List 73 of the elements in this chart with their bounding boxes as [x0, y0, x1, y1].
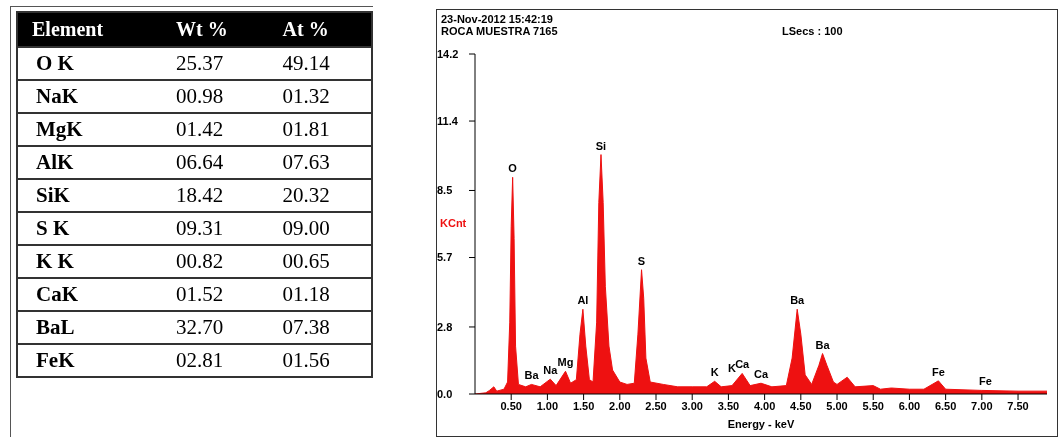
data-label: 09.31 [164, 212, 271, 245]
x-tick-label: 0.50 [500, 399, 522, 412]
y-tick-label: 14.2 [437, 47, 459, 60]
x-tick-label: 7.50 [1007, 399, 1029, 412]
x-tick-label: 2.00 [609, 399, 631, 412]
category-label: BaL [17, 311, 164, 344]
data-label: 01.42 [164, 113, 271, 146]
y-tick-label: 5.7 [437, 251, 453, 264]
annotation: Mg [557, 356, 574, 369]
data-label: 00.98 [164, 80, 271, 113]
annotation: Ca [753, 368, 769, 381]
data-label: 00.65 [270, 245, 372, 278]
x-tick-label: 3.00 [681, 399, 703, 412]
annotation: Ba [790, 294, 806, 307]
category-label: CaK [17, 278, 164, 311]
text: LSecs : 100 [782, 25, 843, 37]
category-label: AlK [17, 146, 164, 179]
x-tick-label: 7.00 [971, 399, 993, 412]
category-label: O K [17, 47, 164, 80]
x-tick-label: 6.00 [898, 399, 921, 412]
annotation: S [637, 254, 646, 267]
y-tick-label: 2.8 [437, 320, 453, 333]
x-tick-label: 5.00 [826, 399, 848, 412]
data-label: 18.42 [164, 179, 271, 212]
data-label: 01.56 [270, 344, 372, 377]
category-label: MgK [17, 113, 164, 146]
annotation: Na [543, 364, 559, 377]
data-label: 01.32 [270, 80, 372, 113]
data-label: 09.00 [270, 212, 372, 245]
x-tick-label: 6.50 [934, 399, 957, 412]
data-label: 02.81 [164, 344, 271, 377]
x-tick-label: 4.00 [753, 399, 776, 412]
category-label: FeK [17, 344, 164, 377]
data-label: 25.37 [164, 47, 271, 80]
text: Wt % [164, 12, 271, 47]
annotation: O [508, 162, 518, 175]
annotation: Al [577, 294, 589, 307]
x-tick-label: 1.00 [536, 399, 559, 412]
data-label: 06.64 [164, 146, 271, 179]
annotation: K [710, 366, 719, 379]
annotation: Si [595, 139, 607, 152]
data-label: 00.82 [164, 245, 271, 278]
y-tick-label: 8.5 [437, 184, 453, 197]
y-tick-label: 0.0 [437, 387, 453, 400]
category-label: NaK [17, 80, 164, 113]
text: Element [17, 12, 164, 47]
data-label: 01.52 [164, 278, 271, 311]
x-axis-title: Energy - keV [727, 418, 795, 430]
data-label: 20.32 [270, 179, 372, 212]
chart-subtitle: ROCA MUESTRA 7165 [441, 25, 558, 37]
data-label: 07.38 [270, 311, 372, 344]
text: At % [270, 12, 372, 47]
annotation: Fe [979, 375, 992, 388]
x-tick-label: 1.50 [572, 399, 595, 412]
y-tick-label: 11.4 [437, 114, 459, 127]
category-label: S K [17, 212, 164, 245]
category-label: K K [17, 245, 164, 278]
data-label: 49.14 [270, 47, 372, 80]
category-label: SiK [17, 179, 164, 212]
annotation: Ba [815, 338, 831, 351]
x-tick-label: 5.50 [862, 399, 884, 412]
data-label: 01.81 [270, 113, 372, 146]
data-label: 07.63 [270, 146, 372, 179]
annotation: Fe [931, 365, 945, 378]
x-tick-label: 2.50 [645, 399, 667, 412]
annotation: Ba [524, 369, 540, 382]
y-axis-title: KCnt [440, 217, 467, 229]
x-tick-label: 3.50 [717, 399, 740, 412]
x-tick-label: 4.50 [790, 399, 812, 412]
chart-title: 23-Nov-2012 15:42:19 [441, 13, 553, 25]
annotation: Ca [735, 358, 751, 371]
data-label: 01.18 [270, 278, 372, 311]
data-label: 32.70 [164, 311, 271, 344]
